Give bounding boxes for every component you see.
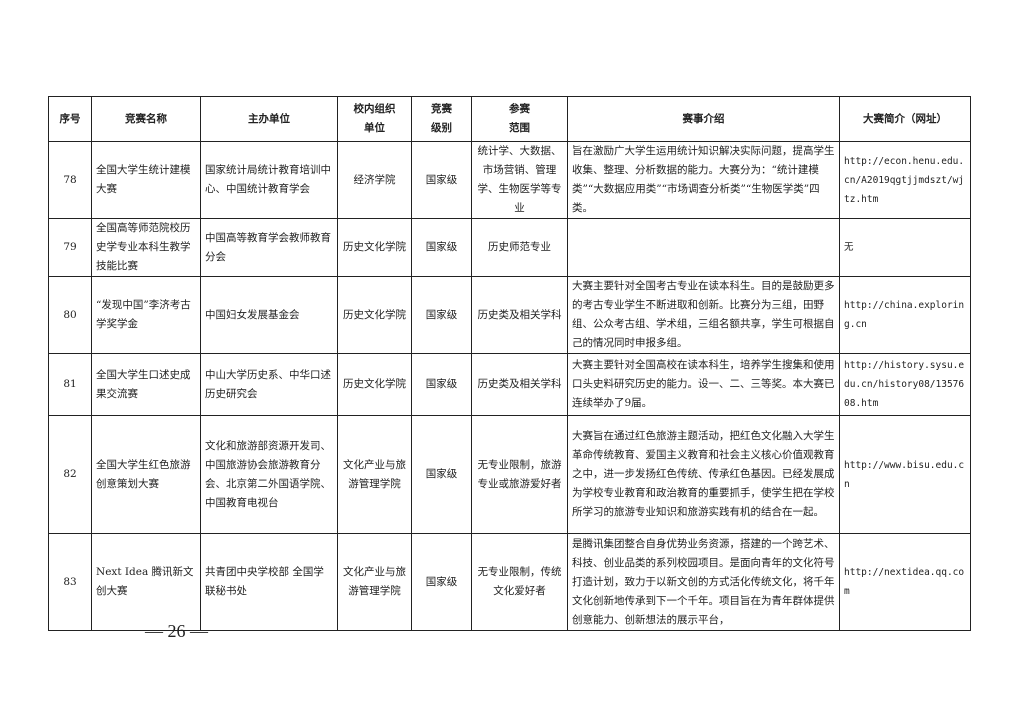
competition-name: 全国大学生红色旅游创意策划大赛: [91, 415, 201, 534]
page-number: — 26 —: [145, 621, 208, 641]
competition-intro: 是腾讯集团整合自身优势业务资源，搭建的一个跨艺术、科技、创业品类的系列校园项目。…: [567, 533, 840, 631]
table-row: 83 Next Idea 腾讯新文创大赛 共青团中央学校部 全国学联秘书处 文化产业与…: [48, 533, 971, 631]
row-number: 78: [48, 141, 92, 219]
row-number: 83: [48, 533, 92, 631]
header-host: 主办单位: [200, 96, 338, 142]
competition-intro: 大赛旨在通过红色旅游主题活动，把红色文化融入大学生革命传统教育、爱国主义教育和社…: [567, 415, 840, 534]
header-no: 序号: [48, 96, 92, 142]
header-level: 竞赛级别: [411, 96, 472, 142]
header-url: 大赛简介（网址）: [839, 96, 971, 142]
competition-table: 序号 竞赛名称 主办单位 校内组织单位 竞赛级别 参赛范围 赛事介绍 大赛简介（…: [48, 96, 971, 631]
competition-url[interactable]: http://history.sysu.edu.cn/history08/135…: [839, 353, 971, 416]
competition-name: 全国大学生统计建模大赛: [91, 141, 201, 219]
school-organizer: 历史文化学院: [337, 276, 412, 354]
competition-level: 国家级: [411, 533, 472, 631]
row-number: 81: [48, 353, 92, 416]
participant-scope: 无专业限制，传统文化爱好者: [471, 533, 568, 631]
competition-level: 国家级: [411, 218, 472, 277]
school-organizer: 文化产业与旅游管理学院: [337, 415, 412, 534]
competition-url[interactable]: http://china.exploring.cn: [839, 276, 971, 354]
competition-level: 国家级: [411, 276, 472, 354]
school-organizer: 文化产业与旅游管理学院: [337, 533, 412, 631]
host-organization: 中国妇女发展基金会: [200, 276, 338, 354]
competition-name: 全国大学生口述史成果交流赛: [91, 353, 201, 416]
competition-intro: 旨在激励广大学生运用统计知识解决实际问题，提高学生收集、整理、分析数据的能力。大…: [567, 141, 840, 219]
host-organization: 共青团中央学校部 全国学联秘书处: [200, 533, 338, 631]
school-organizer: 经济学院: [337, 141, 412, 219]
competition-url[interactable]: http://econ.henu.edu.cn/A2019qgtjjmdszt/…: [839, 141, 971, 219]
host-organization: 国家统计局统计教育培训中心、中国统计教育学会: [200, 141, 338, 219]
participant-scope: 无专业限制，旅游专业或旅游爱好者: [471, 415, 568, 534]
table-row: 82 全国大学生红色旅游创意策划大赛 文化和旅游部资源开发司、中国旅游协会旅游教育分…: [48, 415, 971, 534]
competition-level: 国家级: [411, 353, 472, 416]
school-organizer: 历史文化学院: [337, 218, 412, 277]
row-number: 79: [48, 218, 92, 277]
participant-scope: 历史类及相关学科: [471, 276, 568, 354]
participant-scope: 历史师范专业: [471, 218, 568, 277]
competition-intro: [567, 218, 840, 277]
competition-intro: 大赛主要针对全国考古专业在读本科生。目的是鼓励更多的考古专业学生不断进取和创新。…: [567, 276, 840, 354]
competition-name: 全国高等师范院校历史学专业本科生教学技能比赛: [91, 218, 201, 277]
host-organization: 中国高等教育学会教师教育分会: [200, 218, 338, 277]
row-number: 80: [48, 276, 92, 354]
competition-level: 国家级: [411, 415, 472, 534]
table-row: 78 全国大学生统计建模大赛 国家统计局统计教育培训中心、中国统计教育学会 经济学院国…: [48, 141, 971, 219]
participant-scope: 历史类及相关学科: [471, 353, 568, 416]
competition-intro: 大赛主要针对全国高校在读本科生，培养学生搜集和使用口头史料研究历史的能力。设一、…: [567, 353, 840, 416]
header-intro: 赛事介绍: [567, 96, 840, 142]
competition-url[interactable]: http://www.bisu.edu.cn: [839, 415, 971, 534]
table-row: 79 全国高等师范院校历史学专业本科生教学技能比赛 中国高等教育学会教师教育分会 历史…: [48, 218, 971, 277]
header-scope: 参赛范围: [471, 96, 568, 142]
competition-url: 无: [839, 218, 971, 277]
header-org: 校内组织单位: [337, 96, 412, 142]
host-organization: 文化和旅游部资源开发司、中国旅游协会旅游教育分会、北京第二外国语学院、中国教育电…: [200, 415, 338, 534]
competition-url[interactable]: http://nextidea.qq.com: [839, 533, 971, 631]
table-row: 81 全国大学生口述史成果交流赛 中山大学历史系、中华口述历史研究会 历史文化学院 国家…: [48, 353, 971, 416]
table-header-row: 序号 竞赛名称 主办单位 校内组织单位 竞赛级别 参赛范围 赛事介绍 大赛简介（…: [48, 96, 971, 142]
row-number: 82: [48, 415, 92, 534]
participant-scope: 统计学、大数据、市场营销、管理学、生物医学等专业: [471, 141, 568, 219]
competition-level: 国家级: [411, 141, 472, 219]
competition-name: Next Idea 腾讯新文创大赛: [91, 533, 201, 631]
header-name: 竞赛名称: [91, 96, 201, 142]
host-organization: 中山大学历史系、中华口述历史研究会: [200, 353, 338, 416]
school-organizer: 历史文化学院: [337, 353, 412, 416]
competition-name: “发现中国”李济考古学奖学金: [91, 276, 201, 354]
table-row: 80 “发现中国”李济考古学奖学金 中国妇女发展基金会 历史文化学院 国家级 历史类及相关…: [48, 276, 971, 354]
